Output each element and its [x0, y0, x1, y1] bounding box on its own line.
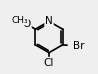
- Text: CH₃: CH₃: [12, 16, 28, 25]
- Text: N: N: [45, 16, 53, 26]
- Text: Cl: Cl: [44, 58, 54, 68]
- Text: Br: Br: [73, 41, 84, 51]
- Text: O: O: [23, 19, 31, 29]
